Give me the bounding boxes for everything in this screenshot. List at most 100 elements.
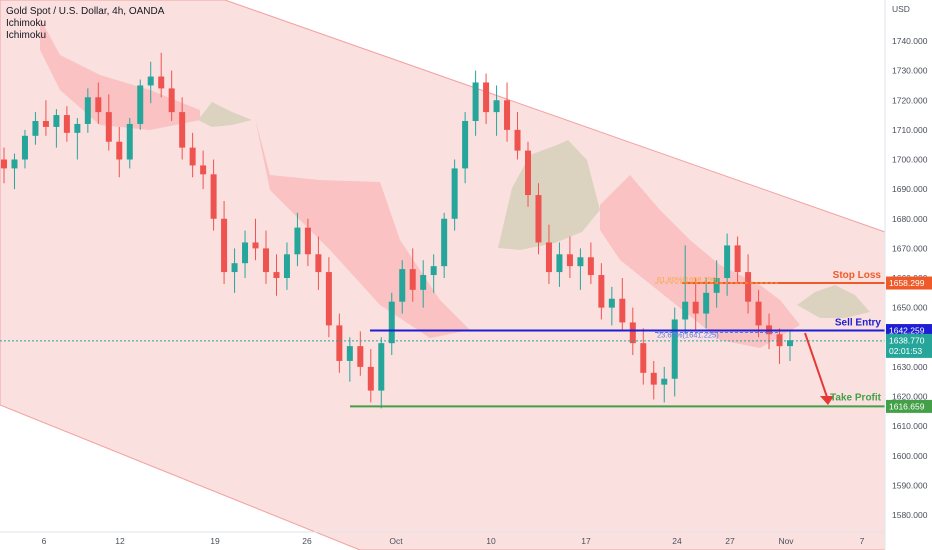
price-tick-label: 1610.000 <box>892 421 928 431</box>
price-tick-label: 1680.000 <box>892 214 928 224</box>
candle-body <box>535 195 542 243</box>
candle-body <box>42 120 49 127</box>
candle-body <box>210 174 217 219</box>
candle-body <box>650 372 657 385</box>
candle-body <box>63 115 70 133</box>
price-tick-label: 1730.000 <box>892 66 928 76</box>
candle-body <box>483 82 490 113</box>
candle-body <box>242 242 249 264</box>
candle-body <box>420 275 427 290</box>
take-profit-badge <box>886 399 932 413</box>
candle-body <box>367 366 374 391</box>
candle-body <box>577 257 584 267</box>
candle-body <box>692 301 699 314</box>
indicator-label[interactable]: Ichimoku <box>6 30 46 41</box>
price-tick-label: 1700.000 <box>892 155 928 165</box>
price-tick-label: 1580.000 <box>892 510 928 520</box>
candle-body <box>703 292 710 314</box>
candle-body <box>53 115 60 127</box>
stop-loss-label: Stop Loss <box>833 270 882 281</box>
candle-body <box>137 85 144 124</box>
candle-body <box>598 275 605 308</box>
candle-body <box>587 257 594 276</box>
time-tick-label: 12 <box>115 536 125 546</box>
take-profit-badge-text: 1616.659 <box>889 401 925 411</box>
ichimoku-cloud-bearish <box>600 175 800 348</box>
time-axis[interactable]: 6 12 19 26 Oct 10 17 24 27 Nov 7 <box>42 536 865 546</box>
price-tick-label: 1630.000 <box>892 362 928 372</box>
candle-body <box>273 272 280 278</box>
time-tick-label: Nov <box>778 536 794 546</box>
price-tick-label: 1590.000 <box>892 480 928 490</box>
indicator-label[interactable]: Ichimoku <box>6 18 46 29</box>
price-tick-label: 1670.000 <box>892 243 928 253</box>
candle-body <box>283 254 290 278</box>
candle-body <box>126 123 133 160</box>
stop-loss-badge-text: 1658.299 <box>889 278 925 288</box>
candle-body <box>608 298 615 308</box>
candle-body <box>629 322 636 344</box>
sell-entry-label: Sell Entry <box>835 318 882 329</box>
candle-body <box>105 112 112 142</box>
ichimoku-cloud-bullish <box>797 285 870 318</box>
candle-body <box>158 76 165 89</box>
candle-body <box>462 120 469 169</box>
candle-body <box>525 150 531 196</box>
sell-entry-badge-text: 1642.259 <box>889 326 925 336</box>
candle-body <box>95 97 102 113</box>
candle-body <box>755 301 762 326</box>
time-tick-label: 10 <box>486 536 496 546</box>
candle-body <box>304 227 311 255</box>
price-tick-label: 1620.000 <box>892 392 928 402</box>
candle-body <box>504 100 511 130</box>
sell-entry-badge <box>886 324 932 338</box>
price-axis[interactable]: 1580.000 1590.000 1600.000 1610.000 1620.000… <box>892 36 928 520</box>
candle-body <box>84 97 91 124</box>
candle-body <box>493 100 500 113</box>
candle-body <box>745 272 752 302</box>
candle-body <box>472 82 479 121</box>
candle-body <box>566 254 573 267</box>
candle-body <box>147 76 154 86</box>
candle-body <box>619 298 626 323</box>
candle-body <box>168 88 175 113</box>
price-tick-label: 1690.000 <box>892 184 928 194</box>
candle-body <box>451 168 458 219</box>
candle-body <box>441 218 448 267</box>
current-price-text: 1638.770 <box>889 335 925 345</box>
down-arrow-icon <box>804 332 828 398</box>
candle-body <box>661 378 668 385</box>
candle-body <box>734 245 741 273</box>
candle-body <box>556 254 563 273</box>
time-tick-label: 24 <box>672 536 682 546</box>
candle-body <box>336 325 343 361</box>
candle-body <box>640 343 647 373</box>
candle-body <box>713 278 720 293</box>
candle-body <box>357 346 364 367</box>
countdown-text: 02:01:53 <box>889 346 922 356</box>
candles-group <box>1 52 793 409</box>
ichimoku-cloud-bullish <box>498 140 600 250</box>
current-price-badge <box>886 333 932 358</box>
price-badges: 1658.299 1642.259 1638.770 02:01:53 1616… <box>886 276 932 413</box>
candle-body <box>315 254 322 273</box>
candle-body <box>221 218 228 273</box>
time-tick-label: Oct <box>389 536 403 546</box>
candle-body <box>74 123 81 133</box>
candle-body <box>200 165 207 175</box>
take-profit-label: Take Profit <box>830 392 882 403</box>
candle-body <box>325 272 332 326</box>
fib-61-label: 61.80%(1658.299) <box>657 275 719 284</box>
candle-body <box>294 227 301 255</box>
time-tick-label: 7 <box>860 536 865 546</box>
price-tick-label: 1650.000 <box>892 303 928 313</box>
candle-body <box>388 301 395 344</box>
candle-body <box>776 334 783 347</box>
candle-body <box>378 343 385 391</box>
candle-body <box>724 245 731 278</box>
header: Gold Spot / U.S. Dollar, 4h, OANDA Ichim… <box>6 6 165 41</box>
price-tick-label: 1740.000 <box>892 36 928 46</box>
stop-loss-badge <box>886 276 932 290</box>
candle-body <box>409 269 416 290</box>
